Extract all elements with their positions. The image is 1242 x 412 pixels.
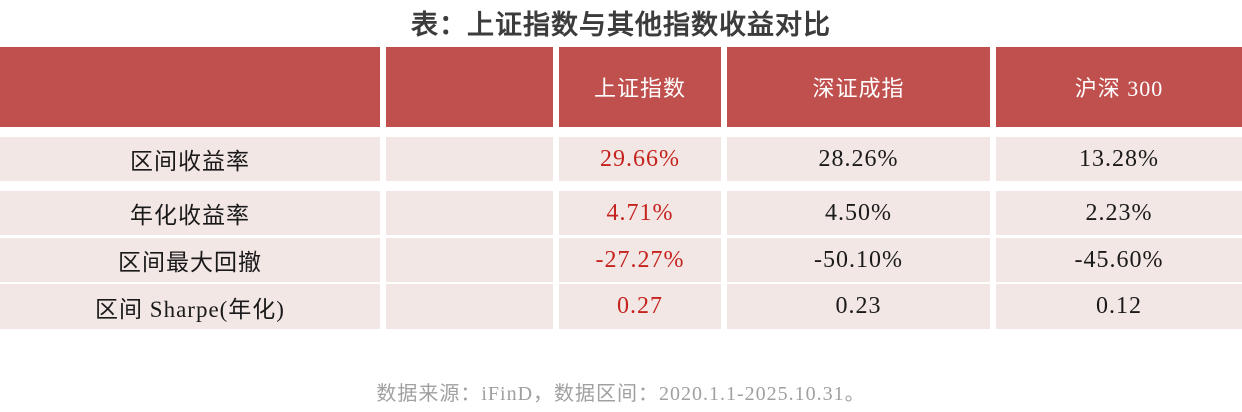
row-cell-empty <box>386 238 553 282</box>
value-szse: 0.23 <box>727 284 990 329</box>
row-cell-empty <box>386 137 553 181</box>
data-source-note: 数据来源：iFinD，数据区间：2020.1.1-2025.10.31。 <box>376 383 866 405</box>
table-title: 表：上证指数与其他指数收益对比 <box>411 10 831 40</box>
table-row-max-drawdown: 区间最大回撤 -27.27% -50.10% -45.60% <box>0 238 1242 282</box>
row-label: 区间最大回撤 <box>0 238 380 282</box>
value-szse: -50.10% <box>727 238 990 282</box>
table-row-sharpe: 区间 Sharpe(年化) 0.27 0.23 0.12 <box>0 284 1242 329</box>
row-label: 区间收益率 <box>0 137 380 181</box>
row-label: 区间 Sharpe(年化) <box>0 284 380 329</box>
table-header-row: 上证指数 深证成指 沪深 300 <box>0 47 1242 127</box>
value-csi300: 0.12 <box>996 284 1242 329</box>
header-cell-szse-component: 深证成指 <box>727 47 990 127</box>
value-csi300: -45.60% <box>996 238 1242 282</box>
index-comparison-table: 上证指数 深证成指 沪深 300 区间收益率 29.66% 28.26% 13.… <box>0 47 1242 329</box>
header-cell-sse-index: 上证指数 <box>559 47 721 127</box>
table-row-interval-return: 区间收益率 29.66% 28.26% 13.28% <box>0 137 1242 181</box>
value-csi300: 13.28% <box>996 137 1242 181</box>
header-cell-csi-300: 沪深 300 <box>996 47 1242 127</box>
value-szse: 4.50% <box>727 191 990 235</box>
value-sse: 4.71% <box>559 191 721 235</box>
value-sse: -27.27% <box>559 238 721 282</box>
value-sse: 29.66% <box>559 137 721 181</box>
row-label: 年化收益率 <box>0 191 380 235</box>
table-row-annualized-return: 年化收益率 4.71% 4.50% 2.23% <box>0 191 1242 235</box>
row-cell-empty <box>386 191 553 235</box>
value-csi300: 2.23% <box>996 191 1242 235</box>
row-cell-empty <box>386 284 553 329</box>
value-sse: 0.27 <box>559 284 721 329</box>
header-cell-empty-1 <box>0 47 380 127</box>
value-szse: 28.26% <box>727 137 990 181</box>
header-cell-empty-2 <box>386 47 553 127</box>
